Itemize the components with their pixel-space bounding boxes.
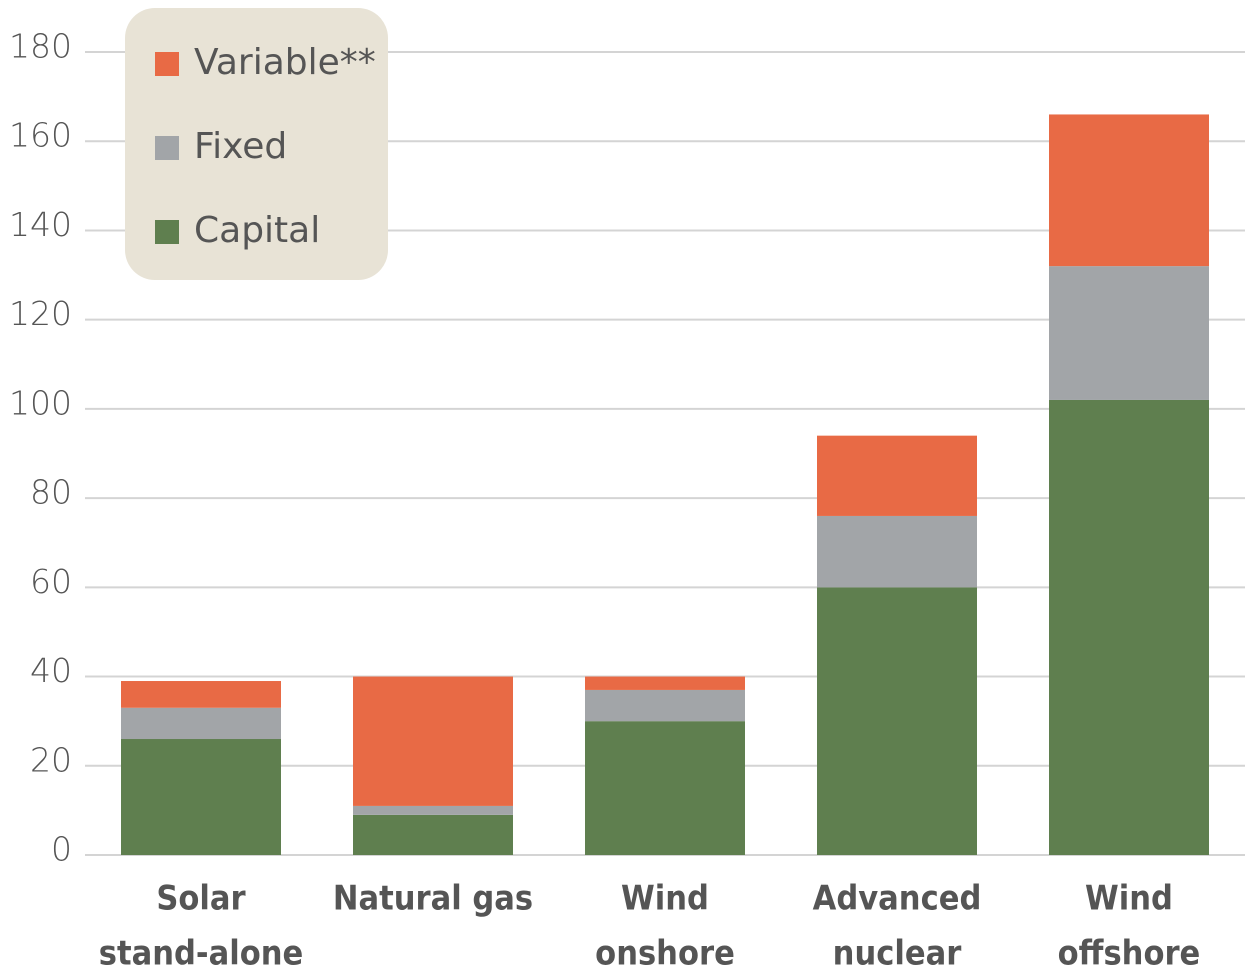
x-tick-label: offshore (1058, 934, 1201, 973)
bar-segment (817, 587, 977, 855)
bar-segment (1049, 266, 1209, 400)
x-tick-label: Solar (156, 879, 246, 919)
legend-swatch (155, 136, 179, 160)
bar-segment (1049, 399, 1209, 855)
bar-segment (121, 681, 281, 708)
bar-segment (585, 689, 745, 722)
y-tick-label: 160 (9, 116, 72, 155)
y-tick-label: 20 (30, 740, 72, 779)
y-tick-label: 60 (30, 562, 72, 601)
legend-swatch (155, 220, 179, 244)
x-tick-label: Advanced (813, 879, 982, 919)
legend-label: Variable** (194, 42, 376, 83)
legend-swatch (155, 52, 179, 76)
bar-segment (585, 676, 745, 690)
y-tick-label: 0 (51, 830, 72, 869)
x-tick-label: onshore (595, 934, 735, 973)
x-tick-label: Natural gas (333, 879, 533, 919)
bar-segment (353, 805, 513, 815)
y-tick-label: 40 (30, 651, 72, 690)
bar-segment (1049, 114, 1209, 267)
y-tick-label: 100 (9, 383, 72, 422)
x-tick-label: stand-alone (99, 934, 304, 973)
bar-segment (353, 676, 513, 806)
bar-segment (121, 707, 281, 740)
y-tick-label: 140 (9, 205, 72, 244)
bar-segment (585, 721, 745, 855)
x-tick-label: Wind (621, 879, 709, 919)
legend-label: Fixed (194, 126, 287, 167)
bar-segment (353, 814, 513, 855)
bar-segment (121, 739, 281, 855)
y-tick-label: 80 (30, 473, 72, 512)
x-tick-label: nuclear (833, 934, 963, 973)
y-tick-label: 120 (9, 294, 72, 333)
bar-segment (817, 435, 977, 516)
bar-segment (817, 515, 977, 588)
legend-box (125, 8, 388, 280)
legend-label: Capital (194, 210, 320, 251)
x-tick-label: Wind (1085, 879, 1173, 919)
y-tick-label: 180 (9, 27, 72, 66)
